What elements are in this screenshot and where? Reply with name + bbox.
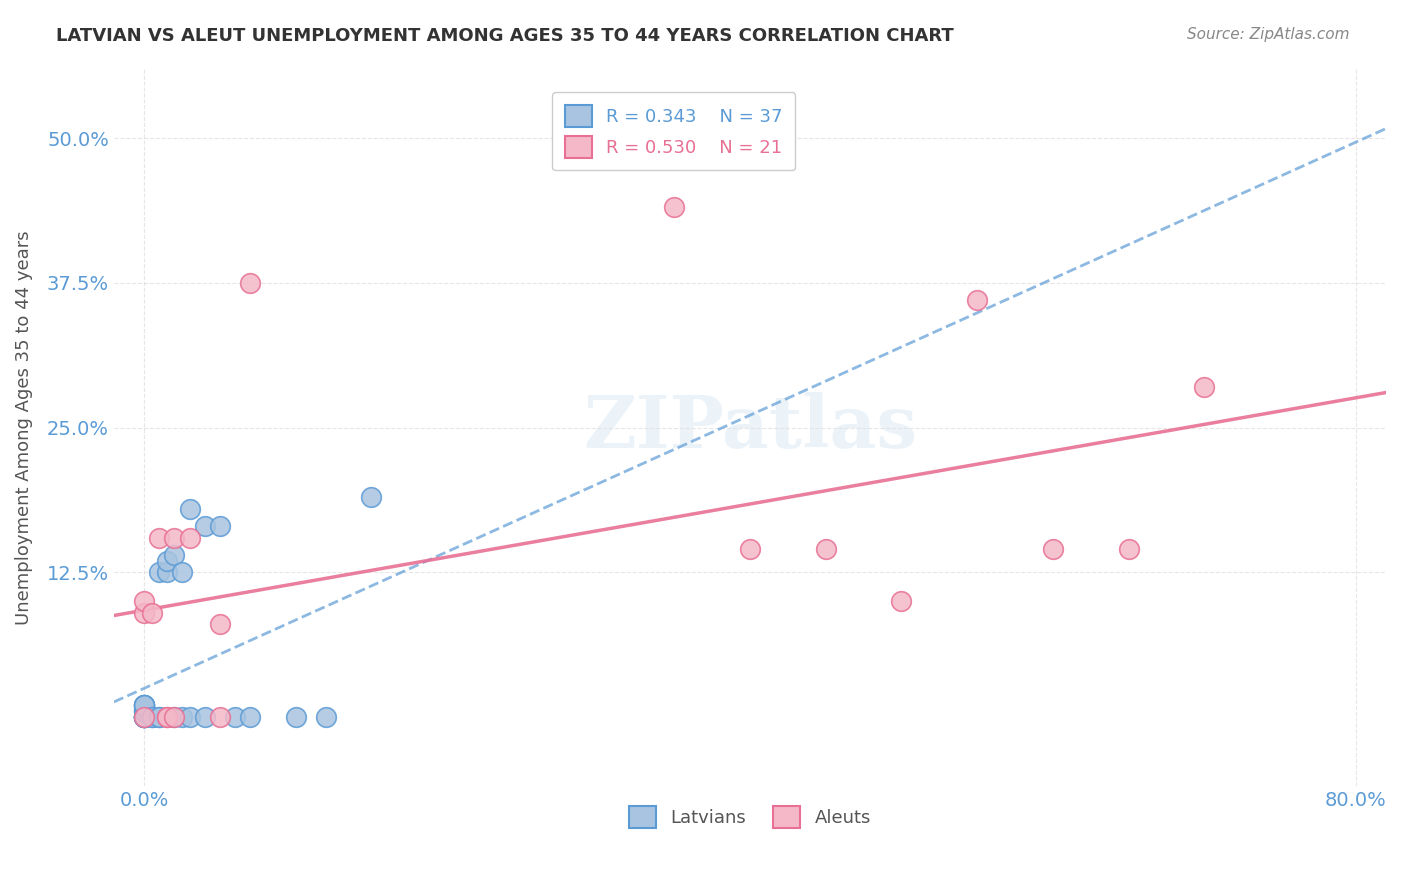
Point <box>194 710 217 724</box>
Point <box>134 606 156 620</box>
Point <box>966 293 988 307</box>
Point <box>148 710 170 724</box>
Point <box>141 606 163 620</box>
Point <box>148 710 170 724</box>
Point <box>156 710 179 724</box>
Point <box>134 710 156 724</box>
Point <box>890 594 912 608</box>
Point <box>156 710 179 724</box>
Point <box>134 710 156 724</box>
Point <box>163 531 186 545</box>
Point <box>179 531 201 545</box>
Point <box>156 554 179 568</box>
Point <box>814 542 837 557</box>
Point <box>239 710 262 724</box>
Point <box>134 594 156 608</box>
Point <box>1042 542 1064 557</box>
Point <box>163 710 186 724</box>
Point <box>134 710 156 724</box>
Point <box>239 276 262 290</box>
Point <box>134 698 156 713</box>
Point <box>284 710 307 724</box>
Point <box>141 710 163 724</box>
Point <box>141 710 163 724</box>
Point <box>134 704 156 718</box>
Point <box>163 710 186 724</box>
Text: ZIPatlas: ZIPatlas <box>583 392 917 463</box>
Point <box>134 710 156 724</box>
Point <box>134 710 156 724</box>
Legend: Latvians, Aleuts: Latvians, Aleuts <box>621 798 879 835</box>
Point <box>134 698 156 713</box>
Point <box>179 710 201 724</box>
Point <box>1194 380 1216 394</box>
Point <box>163 548 186 562</box>
Point <box>134 698 156 713</box>
Point <box>134 710 156 724</box>
Text: LATVIAN VS ALEUT UNEMPLOYMENT AMONG AGES 35 TO 44 YEARS CORRELATION CHART: LATVIAN VS ALEUT UNEMPLOYMENT AMONG AGES… <box>56 27 955 45</box>
Point <box>134 704 156 718</box>
Point <box>148 566 170 580</box>
Point <box>315 710 337 724</box>
Point <box>224 710 246 724</box>
Point <box>1118 542 1140 557</box>
Y-axis label: Unemployment Among Ages 35 to 44 years: Unemployment Among Ages 35 to 44 years <box>15 230 32 624</box>
Text: Source: ZipAtlas.com: Source: ZipAtlas.com <box>1187 27 1350 42</box>
Point <box>664 201 686 215</box>
Point <box>170 566 193 580</box>
Point <box>134 698 156 713</box>
Point <box>208 617 231 632</box>
Point <box>134 698 156 713</box>
Point <box>134 700 156 714</box>
Point <box>208 710 231 724</box>
Point <box>179 501 201 516</box>
Point <box>208 519 231 533</box>
Point <box>134 710 156 724</box>
Point <box>134 710 156 724</box>
Point <box>194 519 217 533</box>
Point <box>148 531 170 545</box>
Point <box>134 710 156 724</box>
Point <box>156 566 179 580</box>
Point <box>360 490 382 504</box>
Point <box>738 542 761 557</box>
Point <box>170 710 193 724</box>
